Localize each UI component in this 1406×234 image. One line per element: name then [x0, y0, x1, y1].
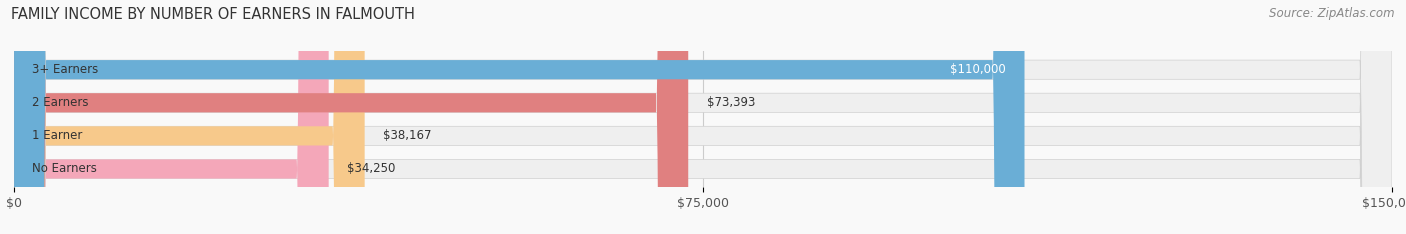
FancyBboxPatch shape — [14, 0, 1392, 234]
Text: FAMILY INCOME BY NUMBER OF EARNERS IN FALMOUTH: FAMILY INCOME BY NUMBER OF EARNERS IN FA… — [11, 7, 415, 22]
FancyBboxPatch shape — [14, 0, 329, 234]
FancyBboxPatch shape — [14, 0, 1392, 234]
Text: Source: ZipAtlas.com: Source: ZipAtlas.com — [1270, 7, 1395, 20]
Text: 1 Earner: 1 Earner — [32, 129, 83, 143]
Text: $110,000: $110,000 — [950, 63, 1007, 76]
FancyBboxPatch shape — [14, 0, 1392, 234]
FancyBboxPatch shape — [14, 0, 1025, 234]
Text: No Earners: No Earners — [32, 162, 97, 176]
FancyBboxPatch shape — [14, 0, 364, 234]
FancyBboxPatch shape — [14, 0, 689, 234]
FancyBboxPatch shape — [14, 0, 1392, 234]
Text: 3+ Earners: 3+ Earners — [32, 63, 98, 76]
Text: $73,393: $73,393 — [707, 96, 755, 109]
Text: $34,250: $34,250 — [347, 162, 395, 176]
Text: $38,167: $38,167 — [382, 129, 432, 143]
Text: 2 Earners: 2 Earners — [32, 96, 89, 109]
